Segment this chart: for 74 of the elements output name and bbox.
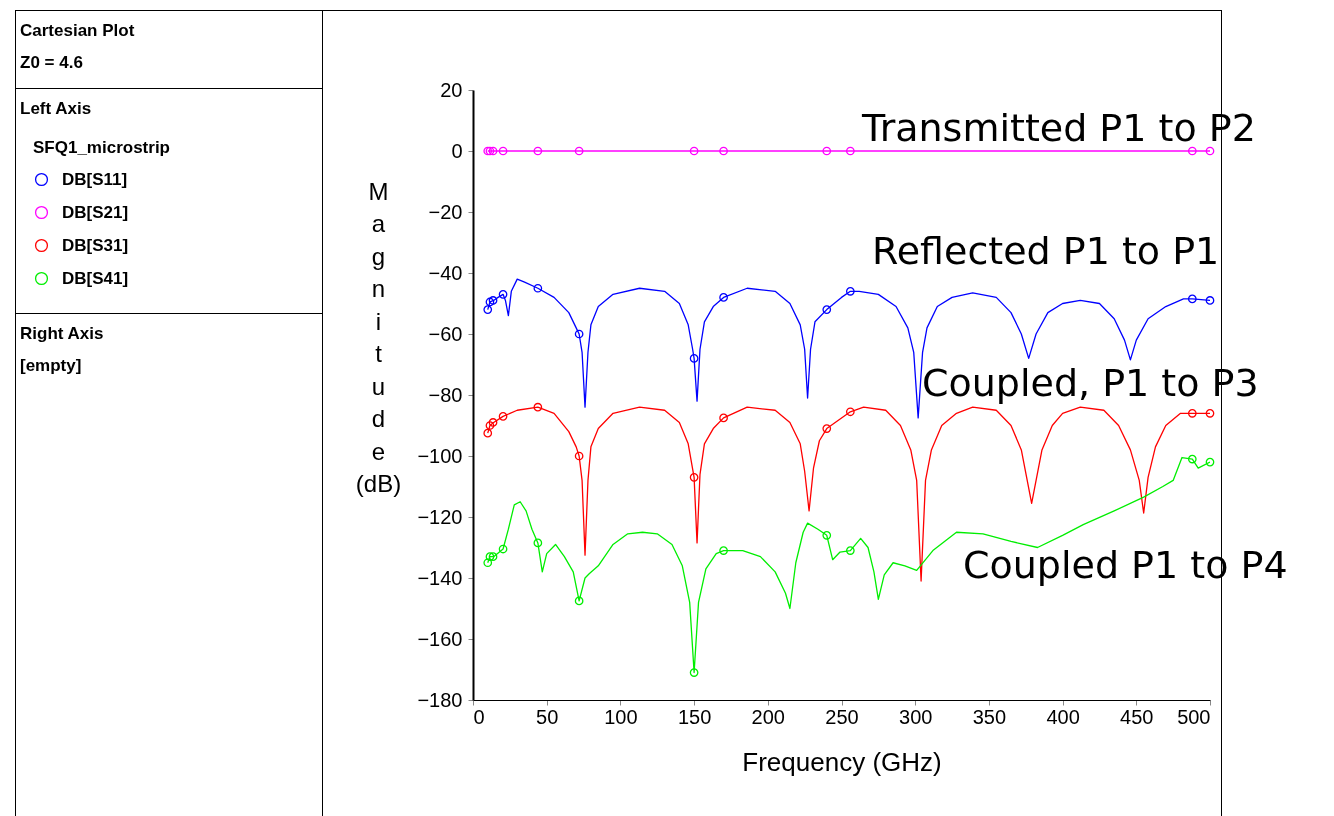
point [498, 412, 508, 421]
point [485, 552, 495, 561]
x-tick-label: 250 [825, 705, 859, 728]
point [533, 402, 543, 412]
point [845, 546, 855, 555]
x-tick-label: 500 [1177, 705, 1211, 728]
x-tick-label: 100 [604, 705, 638, 728]
point [485, 421, 495, 430]
y-tick-label: −40 [428, 261, 463, 284]
point [1205, 408, 1215, 418]
x-tick-label: 350 [972, 705, 1007, 728]
point [689, 473, 699, 482]
point [533, 538, 543, 548]
y-tick-label: −20 [428, 200, 463, 223]
point [498, 544, 508, 554]
point [719, 546, 728, 555]
point [488, 418, 498, 427]
point [822, 305, 832, 314]
x-tick-label: 0 [473, 705, 485, 728]
point [689, 354, 699, 363]
y-tick-label: −180 [417, 688, 463, 711]
text: Magnitude (dB) [355, 177, 402, 497]
point [533, 283, 543, 293]
y-tick-label: −80 [428, 383, 463, 406]
point [845, 407, 855, 417]
point [1205, 457, 1215, 467]
y-tick-label: −100 [417, 444, 463, 467]
y-tick-label: 20 [440, 78, 463, 101]
point [822, 424, 832, 433]
legend-label: DB[S21] [62, 202, 129, 222]
point [845, 286, 855, 296]
y-tick-label: −160 [417, 627, 463, 650]
point [1205, 146, 1215, 156]
point [483, 558, 493, 568]
point [689, 668, 699, 677]
point [689, 146, 699, 156]
x-tick-label: 200 [751, 705, 785, 728]
x-tick-label: 50 [536, 705, 559, 728]
legend-label: DB[S41] [62, 268, 129, 288]
point [574, 451, 584, 461]
point [822, 146, 832, 156]
point [1187, 146, 1197, 156]
point [1187, 454, 1197, 464]
legend-label: DB[S11] [62, 169, 128, 189]
point [488, 552, 498, 561]
annotation: Reflected P1 to P1 [872, 229, 1220, 273]
point [1187, 408, 1197, 418]
line-series [487, 278, 1210, 419]
point [498, 290, 508, 299]
point [719, 413, 728, 423]
legend-label: DB[S31] [62, 235, 129, 255]
x-tick-label: 300 [899, 705, 933, 728]
point [845, 146, 855, 156]
x-axis-title: Frequency (GHz) [742, 746, 942, 777]
point [1187, 294, 1197, 304]
point [574, 596, 584, 606]
y-tick-label: −120 [417, 505, 463, 528]
point [574, 146, 584, 156]
point [483, 428, 493, 438]
x-tick-label: 400 [1046, 705, 1080, 728]
point [498, 146, 508, 156]
y-tick-label: −140 [417, 566, 463, 589]
y-tick-label: 0 [451, 139, 463, 162]
point [719, 146, 728, 156]
point [574, 329, 584, 339]
point [719, 293, 728, 302]
legend-title: SFQ1_microstrip [33, 138, 170, 157]
point [533, 146, 543, 156]
point [1205, 296, 1215, 305]
y-tick-label: −60 [428, 322, 463, 345]
x-tick-label: 150 [677, 705, 712, 728]
x-tick-label: 450 [1120, 705, 1154, 728]
point [483, 305, 493, 314]
point [822, 530, 832, 540]
